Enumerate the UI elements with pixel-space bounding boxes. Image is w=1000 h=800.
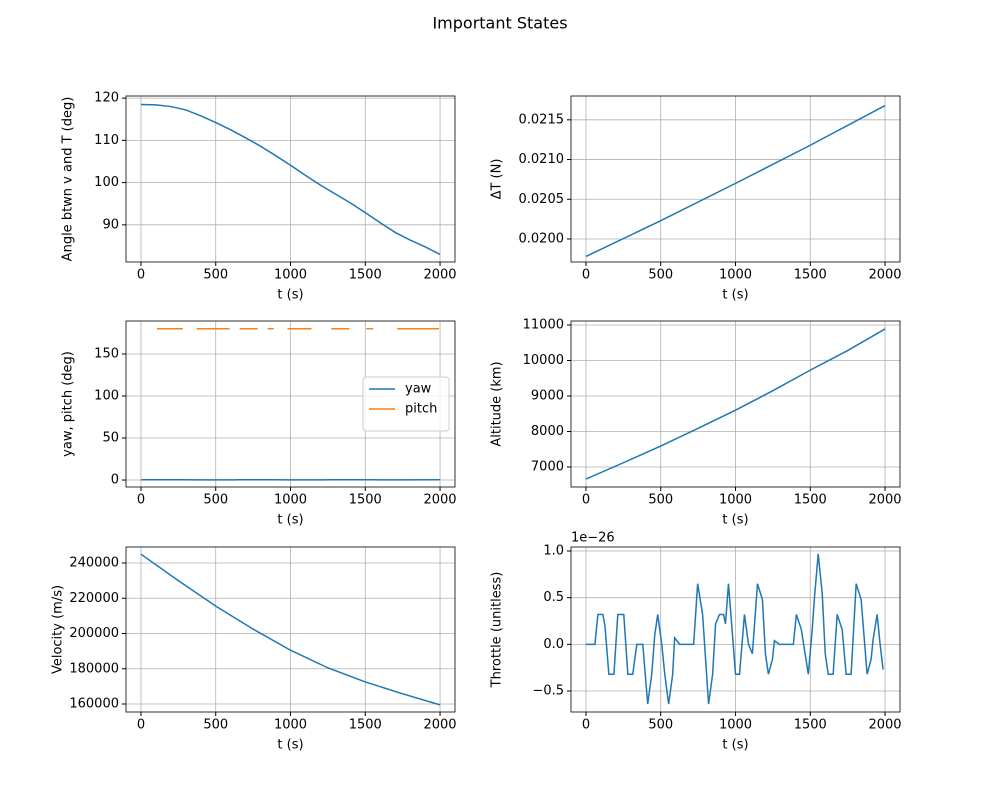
x-tick-label: 500	[203, 718, 228, 733]
x-tick-label: 0	[582, 268, 590, 283]
x-tick-label: 1000	[719, 493, 752, 508]
x-axis-label: t (s)	[277, 288, 303, 303]
x-tick-label: 500	[203, 268, 228, 283]
axes-frame	[125, 320, 456, 488]
figure-title: Important States	[432, 14, 567, 33]
y-tick-label: 150	[94, 347, 119, 362]
x-tick-label: 1500	[349, 268, 382, 283]
x-axis-label: t (s)	[722, 738, 748, 753]
y-tick-label: 0.0200	[519, 231, 565, 246]
x-tick-label: 1000	[274, 493, 307, 508]
y-tick-label: −0.5	[532, 684, 564, 699]
x-tick-label: 1000	[719, 268, 752, 283]
x-tick-label: 2000	[868, 718, 901, 733]
y-tick-label: 100	[94, 389, 119, 404]
axes-frame	[570, 320, 901, 488]
x-tick-label: 2000	[423, 718, 456, 733]
y-tick-label: 7000	[531, 460, 564, 475]
x-tick-label: 1500	[349, 493, 382, 508]
y-tick-label: 200000	[69, 626, 119, 641]
legend-label: pitch	[405, 402, 437, 417]
y-tick-label: 120	[94, 91, 119, 106]
y-tick-label: 100	[94, 175, 119, 190]
y-tick-label: 50	[102, 431, 119, 446]
y-tick-label: 8000	[531, 424, 564, 439]
x-axis-label: t (s)	[277, 513, 303, 528]
x-axis-label: t (s)	[722, 513, 748, 528]
x-tick-label: 500	[648, 718, 673, 733]
series-line	[140, 103, 441, 256]
y-tick-label: 11000	[523, 318, 564, 333]
x-tick-label: 2000	[868, 493, 901, 508]
legend-label: yaw	[405, 382, 432, 397]
x-tick-label: 0	[137, 493, 145, 508]
y-axis-label: Angle btwn v and T (deg)	[61, 97, 76, 262]
y-tick-label: 220000	[69, 591, 119, 606]
series-line	[585, 104, 886, 258]
x-tick-label: 500	[648, 268, 673, 283]
axes-frame	[125, 95, 456, 263]
series-line	[585, 553, 884, 705]
x-tick-label: 1000	[274, 718, 307, 733]
x-tick-label: 1500	[349, 718, 382, 733]
y-tick-label: 0.0210	[519, 152, 565, 167]
y-tick-label: 9000	[531, 389, 564, 404]
y-tick-label: 0.0	[543, 637, 564, 652]
x-tick-label: 1500	[794, 268, 827, 283]
y-axis-label: Throttle (unitless)	[490, 572, 505, 689]
y-tick-label: 90	[102, 217, 119, 232]
y-tick-label: 0.5	[543, 590, 564, 605]
offset-text: 1e−26	[571, 531, 615, 546]
series-line	[585, 328, 886, 480]
x-tick-label: 0	[137, 268, 145, 283]
y-tick-label: 160000	[69, 697, 119, 712]
y-tick-label: 240000	[69, 556, 119, 571]
x-tick-label: 2000	[868, 268, 901, 283]
series-line	[140, 553, 441, 706]
y-tick-label: 110	[94, 133, 119, 148]
y-tick-label: 1.0	[543, 544, 564, 559]
x-tick-label: 0	[137, 718, 145, 733]
x-tick-label: 500	[203, 493, 228, 508]
y-tick-label: 10000	[523, 353, 564, 368]
x-tick-label: 0	[582, 718, 590, 733]
x-tick-label: 1500	[794, 493, 827, 508]
axes-frame	[570, 95, 901, 263]
x-tick-label: 2000	[423, 268, 456, 283]
axes-frame	[125, 546, 456, 713]
x-tick-label: 0	[582, 493, 590, 508]
y-axis-label: ΔT (N)	[490, 159, 505, 200]
x-tick-label: 1500	[794, 718, 827, 733]
x-tick-label: 2000	[423, 493, 456, 508]
x-tick-label: 1000	[274, 268, 307, 283]
y-axis-label: Velocity (m/s)	[51, 585, 66, 674]
x-tick-label: 1000	[719, 718, 752, 733]
legend-box	[362, 376, 450, 432]
y-tick-label: 0.0205	[519, 192, 565, 207]
y-axis-label: Altitude (km)	[490, 361, 505, 446]
y-tick-label: 180000	[69, 661, 119, 676]
y-tick-label: 0	[111, 473, 119, 488]
axes-frame	[570, 546, 901, 713]
x-tick-label: 500	[648, 493, 673, 508]
y-axis-label: yaw, pitch (deg)	[61, 351, 76, 457]
x-axis-label: t (s)	[722, 288, 748, 303]
y-tick-label: 0.0215	[519, 112, 565, 127]
x-axis-label: t (s)	[277, 738, 303, 753]
